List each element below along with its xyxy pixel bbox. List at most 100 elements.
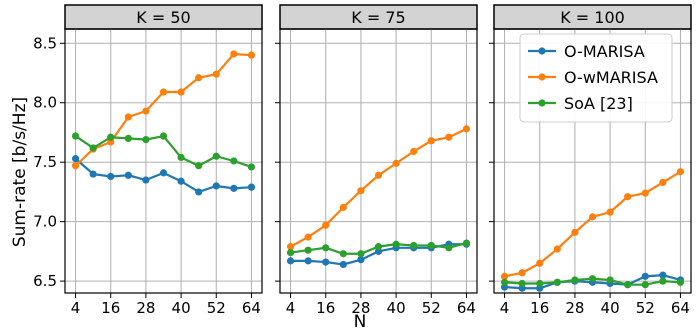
data-point xyxy=(89,144,97,152)
data-point xyxy=(641,272,649,280)
data-point xyxy=(641,281,649,289)
data-point xyxy=(286,248,295,257)
data-point xyxy=(142,107,150,115)
data-point xyxy=(445,244,453,252)
legend-label: SoA [23] xyxy=(564,94,633,113)
data-point xyxy=(247,163,256,171)
data-point xyxy=(304,233,312,241)
data-point xyxy=(124,113,132,121)
data-point xyxy=(159,88,168,96)
x-tick-label: 4 xyxy=(500,299,510,317)
data-point xyxy=(177,153,185,162)
data-point xyxy=(230,157,238,165)
data-point xyxy=(462,239,471,247)
panel-title: K = 100 xyxy=(560,8,625,27)
data-point xyxy=(124,134,132,143)
y-axis-label: Sum-rate [b/s/Hz] xyxy=(10,97,30,247)
x-tick-label: 16 xyxy=(316,299,335,317)
panels: K = 50 4 16 28 40 52 64 6.5 7.0 7.5 8.0 8.5 K = 75 4 1… xyxy=(33,4,692,317)
data-point xyxy=(212,152,220,160)
x-tick-label: 64 xyxy=(671,299,690,317)
data-point xyxy=(571,228,579,236)
data-point xyxy=(71,162,80,170)
data-point xyxy=(247,183,256,191)
series-line xyxy=(74,52,252,167)
y-tick-label: 6.5 xyxy=(33,272,57,290)
x-tick-label: 40 xyxy=(601,299,620,317)
data-point xyxy=(124,171,132,179)
data-point xyxy=(357,250,365,258)
data-point xyxy=(71,132,80,140)
data-point xyxy=(195,74,203,82)
x-tick-label: 52 xyxy=(422,299,441,317)
data-point xyxy=(571,276,579,284)
data-point xyxy=(304,257,312,265)
data-point xyxy=(500,272,509,280)
data-point xyxy=(339,203,347,211)
data-point xyxy=(374,171,383,179)
panel-title: K = 75 xyxy=(351,8,405,27)
panel-header-box xyxy=(64,4,263,30)
data-point xyxy=(374,243,383,251)
x-tick-label: 52 xyxy=(207,299,226,317)
x-tick-label: 28 xyxy=(136,299,155,317)
data-point xyxy=(536,259,544,267)
data-point xyxy=(339,260,347,269)
series-line xyxy=(290,127,467,248)
data-point xyxy=(427,137,435,145)
data-point xyxy=(322,244,330,252)
data-point xyxy=(247,51,256,59)
data-point xyxy=(606,208,614,216)
data-point xyxy=(659,277,667,285)
x-tick-label: 16 xyxy=(101,299,120,317)
data-point xyxy=(392,240,400,248)
data-point xyxy=(212,182,220,190)
data-point xyxy=(518,269,526,277)
data-point xyxy=(107,133,115,141)
data-point xyxy=(304,246,312,254)
data-point xyxy=(641,189,649,197)
data-point xyxy=(500,278,509,286)
data-point xyxy=(339,250,347,258)
data-point xyxy=(107,172,115,181)
data-point xyxy=(624,281,632,289)
data-point xyxy=(410,241,418,250)
data-point xyxy=(322,258,330,266)
y-tick-label: 7.5 xyxy=(33,153,57,171)
data-point xyxy=(536,279,544,288)
data-point xyxy=(286,243,295,251)
data-point xyxy=(659,178,667,187)
data-point xyxy=(142,176,150,184)
plot-frame xyxy=(64,28,263,294)
panel-title: K = 50 xyxy=(136,8,190,27)
data-point xyxy=(553,245,561,253)
data-point xyxy=(177,88,185,96)
x-tick-label: 40 xyxy=(387,299,406,317)
x-tick-label: 16 xyxy=(530,299,549,317)
data-point xyxy=(518,279,526,288)
data-point xyxy=(159,169,168,177)
data-point xyxy=(230,184,238,192)
data-point xyxy=(462,125,471,133)
panel-3: K = 100 4 16 28 40 52 64 xyxy=(489,4,692,317)
data-point xyxy=(230,50,238,58)
x-tick-label: 64 xyxy=(457,299,476,317)
legend-box xyxy=(519,33,673,123)
panel-1: K = 50 4 16 28 40 52 64 6.5 7.0 7.5 8.0 8.5 xyxy=(33,4,263,317)
data-point xyxy=(676,168,685,176)
panel-header-box xyxy=(279,4,478,30)
series-line xyxy=(504,170,682,278)
plot-frame xyxy=(279,28,478,294)
data-point xyxy=(159,132,168,140)
data-point xyxy=(553,278,561,286)
data-point xyxy=(357,187,365,195)
x-tick-label: 40 xyxy=(172,299,191,317)
x-tick-label: 52 xyxy=(636,299,655,317)
legend-marker xyxy=(538,99,546,107)
x-axis-label: N xyxy=(354,312,367,331)
data-point xyxy=(392,159,400,167)
x-tick-label: 64 xyxy=(242,299,261,317)
y-tick-label: 8.5 xyxy=(33,34,57,52)
y-tick-label: 7.0 xyxy=(33,213,57,231)
